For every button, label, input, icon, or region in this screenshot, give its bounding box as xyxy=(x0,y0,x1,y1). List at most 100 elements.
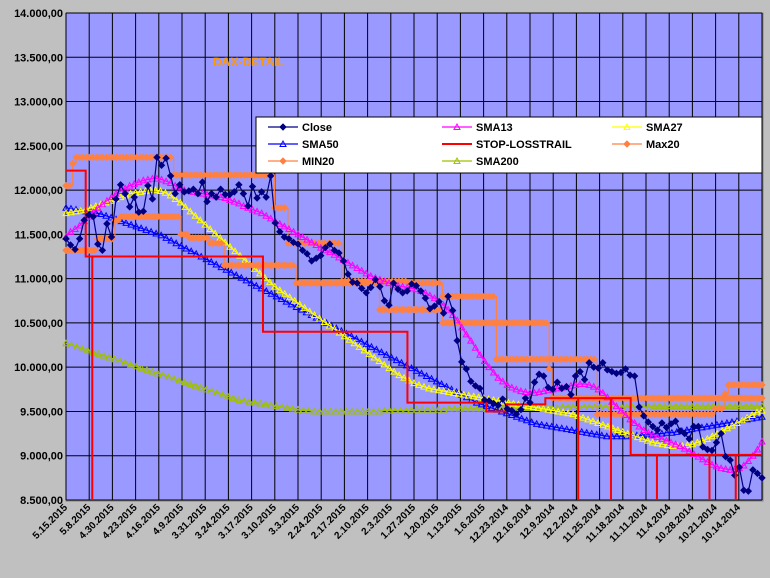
point-sma200 xyxy=(391,406,399,414)
point-sma13 xyxy=(134,178,143,186)
point-close xyxy=(494,401,502,409)
point-sma50 xyxy=(617,432,626,440)
point-sma200 xyxy=(213,388,221,396)
point-sma200 xyxy=(456,404,464,412)
point-sma27 xyxy=(559,408,567,416)
point-sma27 xyxy=(633,433,642,441)
point-close xyxy=(699,443,707,451)
point-sma27 xyxy=(290,296,299,304)
point-close xyxy=(471,382,480,390)
point-sma13 xyxy=(494,373,502,381)
point-close xyxy=(417,287,425,295)
point-sma200 xyxy=(240,396,248,404)
point-sma200 xyxy=(191,381,200,389)
point-sma50 xyxy=(277,294,286,303)
point-close xyxy=(667,420,675,428)
point-sma13 xyxy=(430,294,439,302)
point-sma27 xyxy=(231,247,239,255)
point-sma27 xyxy=(430,385,438,393)
point-sma13 xyxy=(139,176,148,184)
point-sma27 xyxy=(350,339,359,347)
point-sma200 xyxy=(126,360,135,368)
point-sma200 xyxy=(563,402,572,411)
point-sma13 xyxy=(630,418,639,426)
point-sma27 xyxy=(136,187,145,195)
point-sma200 xyxy=(267,401,275,409)
point-sma200 xyxy=(105,353,114,361)
point-close xyxy=(498,395,507,403)
point-sma13 xyxy=(512,385,521,393)
point-close xyxy=(125,203,134,211)
point-sma13 xyxy=(503,380,512,388)
point-sma13 xyxy=(667,438,675,446)
point-max20 xyxy=(590,355,598,363)
point-sma50 xyxy=(522,416,531,424)
point-sma200 xyxy=(116,356,124,364)
point-close xyxy=(412,282,420,290)
point-close xyxy=(649,422,657,431)
point-sma27 xyxy=(265,278,274,286)
point-sma13 xyxy=(585,380,593,388)
point-sma13 xyxy=(717,464,725,472)
point-sma50 xyxy=(557,424,566,432)
point-sma13 xyxy=(453,316,462,324)
point-sma27 xyxy=(355,342,364,350)
point-sma27 xyxy=(604,422,612,430)
point-close xyxy=(103,220,111,228)
point-close xyxy=(289,238,298,247)
legend-label: SMA13 xyxy=(476,122,513,134)
point-close xyxy=(198,178,207,186)
point-close xyxy=(357,284,366,293)
point-sma13 xyxy=(576,379,584,388)
point-sma13 xyxy=(567,381,575,389)
point-sma13 xyxy=(157,175,166,183)
point-sma50 xyxy=(432,377,441,385)
point-sma13 xyxy=(253,207,261,215)
point-sma200 xyxy=(337,407,346,415)
point-sma13 xyxy=(758,437,766,445)
legend-label: SMA200 xyxy=(476,156,519,168)
point-sma13 xyxy=(680,444,689,452)
point-sma50 xyxy=(177,241,186,249)
point-close xyxy=(539,372,548,380)
point-sma27 xyxy=(444,387,453,395)
point-sma27 xyxy=(295,300,304,308)
point-sma50 xyxy=(282,297,291,305)
point-sma27 xyxy=(256,269,264,277)
x-axis: 5.15.20155.8.20154.30.20154.23.20154.16.… xyxy=(31,502,743,545)
point-max20 xyxy=(717,405,726,413)
point-sma13 xyxy=(285,225,293,233)
point-sma200 xyxy=(364,407,372,415)
point-sma50 xyxy=(392,356,401,364)
point-sma50 xyxy=(207,257,216,265)
point-sma13 xyxy=(257,209,266,217)
point-close xyxy=(248,182,257,191)
point-close xyxy=(266,172,275,180)
point-sma50 xyxy=(237,273,246,281)
point-sma50 xyxy=(262,286,271,295)
point-sma200 xyxy=(148,367,157,375)
point-sma50 xyxy=(367,342,376,350)
y-tick-label: 8.500,00 xyxy=(20,495,63,507)
point-sma27 xyxy=(425,384,433,392)
point-close xyxy=(485,397,493,405)
point-sma200 xyxy=(99,351,108,359)
point-max20 xyxy=(401,277,410,286)
point-close xyxy=(85,211,93,219)
point-close xyxy=(317,251,325,260)
point-sma200 xyxy=(294,405,302,413)
point-sma200 xyxy=(434,405,443,413)
point-close xyxy=(157,161,166,170)
point-sma27 xyxy=(668,441,677,449)
point-sma50 xyxy=(147,227,155,235)
point-sma200 xyxy=(261,400,270,408)
point-sma13 xyxy=(75,221,84,229)
point-sma13 xyxy=(589,382,598,390)
point-sma27 xyxy=(415,380,423,388)
point-sma50 xyxy=(728,418,736,426)
point-sma50 xyxy=(437,379,446,388)
point-close xyxy=(403,287,411,295)
point-sma27 xyxy=(544,405,553,413)
